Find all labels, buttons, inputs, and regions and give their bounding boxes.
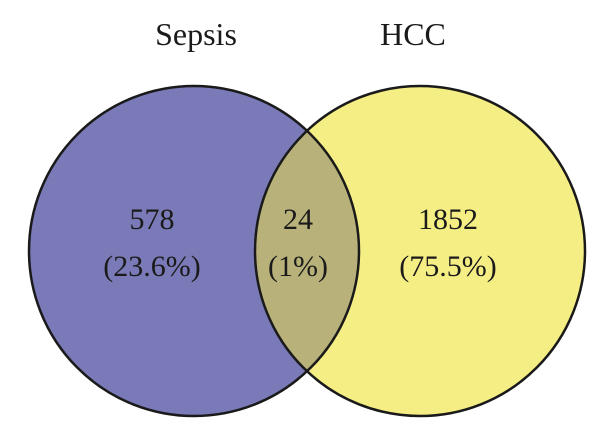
hcc-only-count: 1852 xyxy=(418,203,478,236)
sepsis-outline xyxy=(27,84,361,418)
hcc-outline xyxy=(253,84,587,418)
overlap-count: 24 xyxy=(283,203,313,236)
hcc-label: HCC xyxy=(380,16,446,52)
overlap-percent: (1%) xyxy=(268,250,328,283)
hcc-only-percent: (75.5%) xyxy=(399,250,496,283)
sepsis-only-percent: (23.6%) xyxy=(103,250,200,283)
sepsis-label: Sepsis xyxy=(155,16,237,52)
sepsis-only-count: 578 xyxy=(130,203,175,236)
